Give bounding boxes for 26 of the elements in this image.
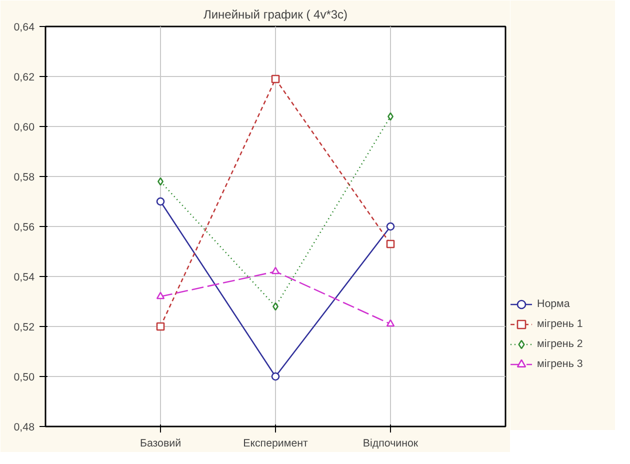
point xyxy=(271,266,280,274)
x-tick-label: Відпочинок xyxy=(362,438,418,450)
point xyxy=(271,74,280,84)
point xyxy=(271,372,280,381)
legend-label: мігрень 3 xyxy=(537,358,583,370)
x-tick-label: Експеримент xyxy=(243,438,308,450)
legend-label: Норма xyxy=(537,298,570,310)
point xyxy=(156,197,165,206)
point xyxy=(156,292,165,300)
y-tick-label: 0,54 xyxy=(14,272,35,284)
y-tick-label: 0,64 xyxy=(14,22,35,34)
y-tick-label: 0,60 xyxy=(14,122,35,134)
point xyxy=(386,319,395,327)
y-tick-label: 0,48 xyxy=(14,422,35,434)
point xyxy=(156,322,165,331)
y-tick-label: 0,62 xyxy=(14,72,35,84)
x-tick-label: Базовий xyxy=(140,438,182,450)
point xyxy=(386,240,395,248)
y-tick-label: 0,50 xyxy=(14,372,35,384)
y-tick-label: 0,58 xyxy=(14,172,35,184)
chart-title: Линейный график ( 4v*3c) xyxy=(203,8,348,22)
y-tick-label: 0,52 xyxy=(14,322,35,334)
point xyxy=(386,222,395,231)
legend-label: мігрень 1 xyxy=(537,318,583,330)
y-tick-label: 0,56 xyxy=(14,222,35,234)
legend-label: мігрень 2 xyxy=(537,338,583,350)
